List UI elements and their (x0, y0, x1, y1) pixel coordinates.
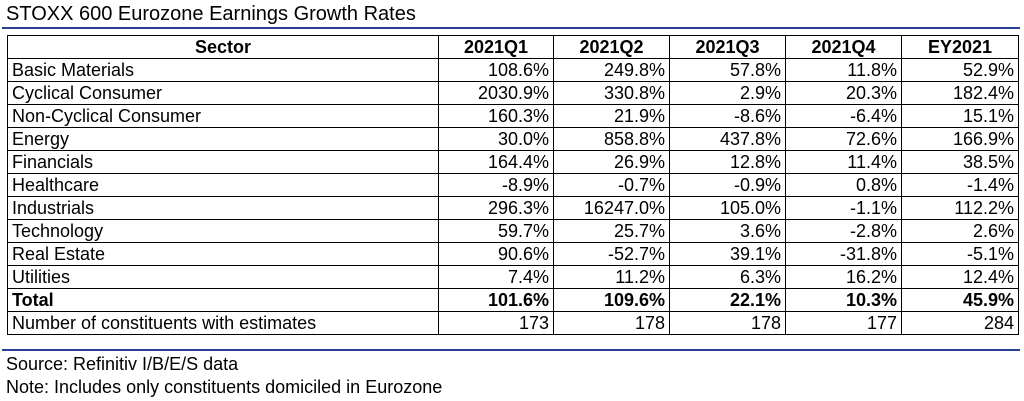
value-cell: 16247.0% (553, 196, 670, 220)
footnotes: Source: Refinitiv I/B/E/S data Note: Inc… (6, 353, 442, 399)
value-cell: 57.8% (669, 58, 786, 82)
value-cell: 52.9% (901, 58, 1019, 82)
table-row: Basic Materials 108.6% 249.8% 57.8% 11.8… (7, 58, 1019, 82)
total-row: Total 101.6% 109.6% 22.1% 10.3% 45.9% (7, 288, 1019, 312)
value-cell: -5.1% (901, 242, 1019, 266)
value-cell: 330.8% (553, 81, 670, 105)
sector-cell: Real Estate (7, 242, 439, 266)
value-cell: 437.8% (669, 127, 786, 151)
column-header-sector: Sector (7, 35, 439, 59)
constituents-count-cell: 178 (669, 311, 786, 335)
sector-cell: Financials (7, 150, 439, 174)
value-cell: -6.4% (785, 104, 902, 128)
sector-cell: Utilities (7, 265, 439, 289)
sector-cell: Industrials (7, 196, 439, 220)
table-row: Utilities 7.4% 11.2% 6.3% 16.2% 12.4% (7, 265, 1019, 289)
value-cell: 90.6% (438, 242, 554, 266)
value-cell: 30.0% (438, 127, 554, 151)
scope-note: Note: Includes only constituents domicil… (6, 377, 443, 397)
value-cell: -31.8% (785, 242, 902, 266)
value-cell: 12.8% (669, 150, 786, 174)
value-cell: 3.6% (669, 219, 786, 243)
value-cell: -2.8% (785, 219, 902, 243)
constituents-count-cell: 173 (438, 311, 554, 335)
value-cell: 16.2% (785, 265, 902, 289)
value-cell: -1.1% (785, 196, 902, 220)
value-cell: 6.3% (669, 265, 786, 289)
value-cell: 2.9% (669, 81, 786, 105)
value-cell: 25.7% (553, 219, 670, 243)
constituents-label-cell: Number of constituents with estimates (7, 311, 439, 335)
value-cell: -0.7% (553, 173, 670, 197)
value-cell: 59.7% (438, 219, 554, 243)
constituents-count-cell: 178 (553, 311, 670, 335)
column-header-2021q4: 2021Q4 (785, 35, 902, 59)
total-value-cell: 45.9% (901, 288, 1019, 312)
value-cell: 12.4% (901, 265, 1019, 289)
value-cell: 26.9% (553, 150, 670, 174)
value-cell: 112.2% (901, 196, 1019, 220)
table-row: Healthcare -8.9% -0.7% -0.9% 0.8% -1.4% (7, 173, 1019, 197)
sector-cell: Basic Materials (7, 58, 439, 82)
value-cell: -8.9% (438, 173, 554, 197)
value-cell: 108.6% (438, 58, 554, 82)
value-cell: 296.3% (438, 196, 554, 220)
earnings-table: Sector 2021Q1 2021Q2 2021Q3 2021Q4 EY202… (7, 35, 1019, 335)
total-value-cell: 101.6% (438, 288, 554, 312)
value-cell: 166.9% (901, 127, 1019, 151)
constituents-row: Number of constituents with estimates 17… (7, 311, 1019, 335)
sector-cell: Non-Cyclical Consumer (7, 104, 439, 128)
total-value-cell: 109.6% (553, 288, 670, 312)
column-header-2021q1: 2021Q1 (438, 35, 554, 59)
column-header-2021q2: 2021Q2 (553, 35, 670, 59)
value-cell: 2.6% (901, 219, 1019, 243)
table-body: Basic Materials 108.6% 249.8% 57.8% 11.8… (7, 58, 1019, 335)
total-label-cell: Total (7, 288, 439, 312)
source-note: Source: Refinitiv I/B/E/S data (6, 354, 239, 374)
table-row: Cyclical Consumer 2030.9% 330.8% 2.9% 20… (7, 81, 1019, 105)
sector-cell: Energy (7, 127, 439, 151)
sector-cell: Cyclical Consumer (7, 81, 439, 105)
table-row: Industrials 296.3% 16247.0% 105.0% -1.1%… (7, 196, 1019, 220)
constituents-count-cell: 284 (901, 311, 1019, 335)
constituents-count-cell: 177 (785, 311, 902, 335)
table-row: Financials 164.4% 26.9% 12.8% 11.4% 38.5… (7, 150, 1019, 174)
value-cell: 858.8% (553, 127, 670, 151)
table-row: Real Estate 90.6% -52.7% 39.1% -31.8% -5… (7, 242, 1019, 266)
value-cell: 11.8% (785, 58, 902, 82)
footer-divider (2, 349, 1020, 351)
value-cell: 72.6% (785, 127, 902, 151)
value-cell: 182.4% (901, 81, 1019, 105)
total-value-cell: 22.1% (669, 288, 786, 312)
value-cell: 21.9% (553, 104, 670, 128)
value-cell: 0.8% (785, 173, 902, 197)
total-value-cell: 10.3% (785, 288, 902, 312)
column-header-2021q3: 2021Q3 (669, 35, 786, 59)
value-cell: -0.9% (669, 173, 786, 197)
value-cell: 20.3% (785, 81, 902, 105)
value-cell: 11.4% (785, 150, 902, 174)
value-cell: 2030.9% (438, 81, 554, 105)
table-row: Energy 30.0% 858.8% 437.8% 72.6% 166.9% (7, 127, 1019, 151)
value-cell: 105.0% (669, 196, 786, 220)
value-cell: 7.4% (438, 265, 554, 289)
table-row: Technology 59.7% 25.7% 3.6% -2.8% 2.6% (7, 219, 1019, 243)
sector-cell: Healthcare (7, 173, 439, 197)
value-cell: 160.3% (438, 104, 554, 128)
title-divider (2, 27, 1020, 29)
value-cell: -1.4% (901, 173, 1019, 197)
column-header-ey2021: EY2021 (901, 35, 1019, 59)
value-cell: -52.7% (553, 242, 670, 266)
value-cell: -8.6% (669, 104, 786, 128)
value-cell: 249.8% (553, 58, 670, 82)
value-cell: 39.1% (669, 242, 786, 266)
table-header-row: Sector 2021Q1 2021Q2 2021Q3 2021Q4 EY202… (7, 35, 1019, 59)
value-cell: 38.5% (901, 150, 1019, 174)
value-cell: 11.2% (553, 265, 670, 289)
page-title: STOXX 600 Eurozone Earnings Growth Rates (6, 3, 416, 25)
value-cell: 164.4% (438, 150, 554, 174)
value-cell: 15.1% (901, 104, 1019, 128)
sector-cell: Technology (7, 219, 439, 243)
table-row: Non-Cyclical Consumer 160.3% 21.9% -8.6%… (7, 104, 1019, 128)
